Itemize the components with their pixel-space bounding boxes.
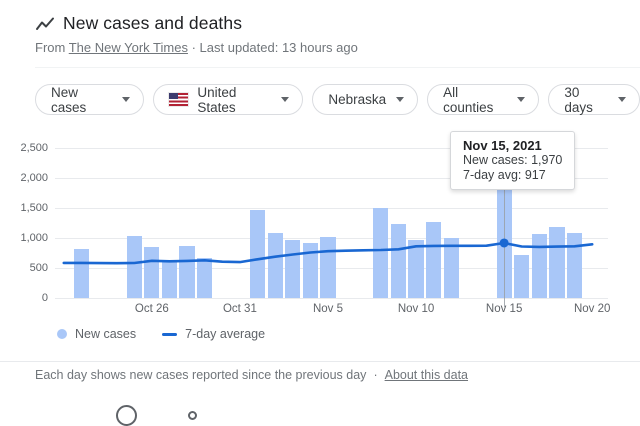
x-axis-label: Nov 5 (312, 303, 344, 315)
tooltip-new-cases: New cases: 1,970 (463, 153, 563, 167)
x-axis-label: Nov 10 (397, 303, 435, 315)
legend-item-new-cases: New cases (57, 327, 136, 341)
us-flag-icon (168, 92, 190, 107)
header-divider (35, 67, 640, 68)
chart-bar-nov-4[interactable] (302, 243, 318, 298)
trending-line-icon (36, 17, 54, 30)
about-data-link[interactable]: About this data (384, 368, 469, 382)
last-updated: Last updated: 13 hours ago (199, 40, 358, 55)
chart-bar-nov-5[interactable] (320, 236, 336, 298)
source-line: From The New York Times · Last updated: … (35, 40, 358, 55)
legend-item-average: 7-day average (162, 327, 265, 341)
footer-divider (0, 361, 640, 362)
y-axis-label: 2,500 (20, 142, 48, 154)
filter-chip-country[interactable]: United States (153, 84, 304, 115)
x-axis-label: Nov 15 (485, 303, 523, 315)
tooltip-avg: 7-day avg: 917 (463, 167, 546, 182)
footer-separator: · (373, 368, 378, 382)
card-header: New cases and deaths (35, 13, 242, 34)
hover-indicator-line (503, 179, 505, 307)
average-line-swatch-icon (162, 332, 178, 336)
chart-bar-oct-27[interactable] (161, 260, 178, 298)
chart-bar-nov-1[interactable] (249, 209, 266, 298)
gridline-0 (55, 298, 608, 299)
chart-bar-nov-3[interactable] (285, 240, 301, 298)
page-title: New cases and deaths (63, 13, 243, 33)
chevron-down-icon (517, 97, 526, 102)
chart-bar-oct-28[interactable] (179, 245, 195, 298)
chart-bar-oct-29[interactable] (197, 258, 213, 298)
y-axis-label: 0 (41, 292, 48, 304)
covid-stats-card: New cases and deaths From The New York T… (0, 13, 640, 426)
chart-legend: New cases 7-day average (57, 327, 265, 341)
gridline-2,500 (55, 148, 608, 149)
chevron-down-icon (396, 97, 405, 102)
chart-bar-nov-11[interactable] (426, 221, 442, 298)
filter-chip-metric[interactable]: New cases (35, 84, 145, 115)
chevron-down-icon (618, 97, 626, 102)
chart-bar-nov-10[interactable] (408, 240, 424, 298)
chart-bar-nov-17[interactable] (531, 234, 547, 298)
chart-bar-nov-8[interactable] (373, 208, 389, 298)
chart-tooltip: Nov 15, 2021 New cases: 1,970 7-day avg:… (450, 131, 576, 190)
y-axis-label: 1,000 (20, 232, 48, 244)
chart-bar-nov-9[interactable] (390, 224, 407, 298)
chart-bar-nov-2[interactable] (267, 232, 283, 298)
x-axis-label: Oct 26 (134, 303, 169, 315)
filter-chip-range[interactable]: 30 days (548, 84, 640, 115)
y-axis-label: 500 (29, 262, 48, 274)
gridline-1,500 (55, 208, 608, 209)
chart-bar-nov-16[interactable] (514, 254, 530, 298)
chart-bar-nov-18[interactable] (549, 226, 565, 298)
filter-chip-state[interactable]: Nebraska (312, 84, 419, 115)
new-cases-swatch-icon (57, 329, 67, 339)
filter-chip-county[interactable]: All counties (427, 84, 540, 115)
chart-bar-nov-19[interactable] (566, 232, 583, 298)
source-prefix: From (35, 40, 66, 55)
tooltip-date: Nov 15, 2021 (463, 138, 542, 153)
chart-bar-oct-25[interactable] (126, 235, 142, 298)
source-link[interactable]: The New York Times (68, 40, 188, 55)
chevron-down-icon (122, 97, 131, 102)
x-axis-label: Oct 31 (222, 303, 257, 315)
chart-bar-nov-12[interactable] (443, 237, 459, 298)
y-axis-label: 2,000 (20, 172, 48, 184)
footer-text: Each day shows new cases reported since … (35, 368, 367, 382)
gridline-2,000 (55, 178, 608, 179)
chevron-down-icon (281, 97, 290, 102)
chart-bar-oct-26[interactable] (144, 246, 160, 298)
y-axis-label: 1,500 (20, 202, 48, 214)
source-separator: · (191, 40, 196, 55)
x-axis-label: Nov 20 (573, 303, 611, 315)
filter-bar: New cases United States Nebraska All cou… (35, 84, 640, 115)
chart-bar-oct-22[interactable] (73, 248, 90, 298)
footer-note: Each day shows new cases reported since … (35, 368, 468, 382)
